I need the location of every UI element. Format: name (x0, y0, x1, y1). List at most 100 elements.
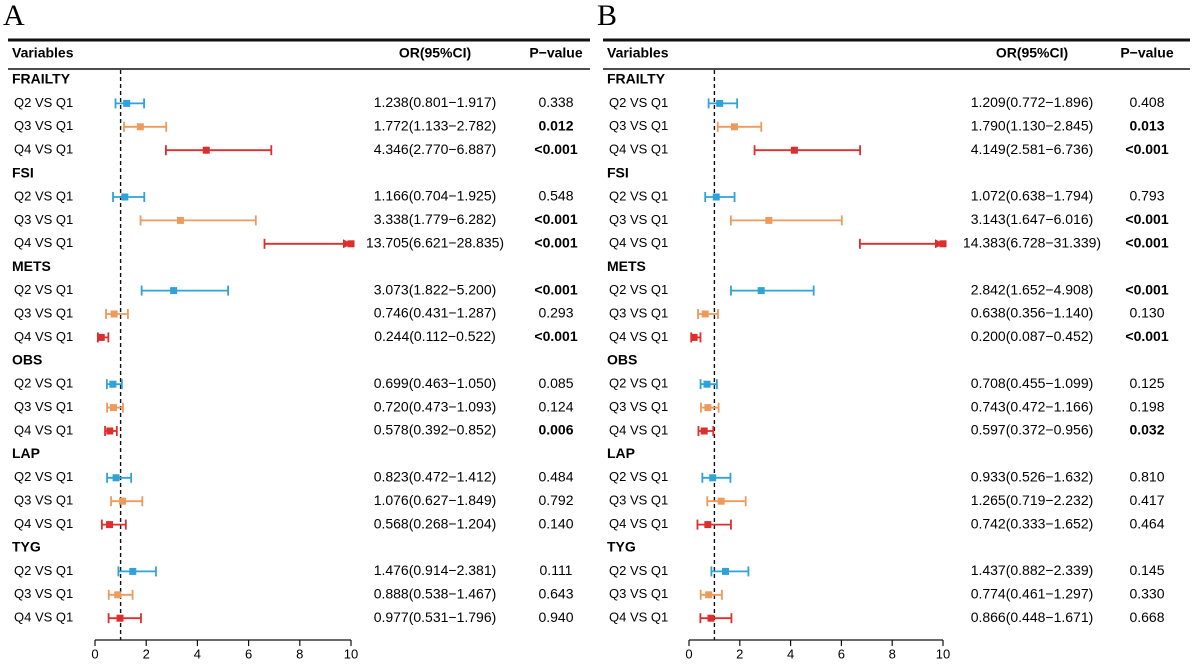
group-label: OBS (607, 352, 637, 368)
row-label: Q4 VS Q1 (609, 142, 668, 157)
p-value: <0.001 (534, 211, 577, 227)
row-label: Q4 VS Q1 (609, 516, 668, 531)
row-label: Q3 VS Q1 (609, 212, 668, 227)
header-or-ci: OR(95%CI) (996, 45, 1068, 61)
row-label: Q2 VS Q1 (14, 563, 73, 578)
p-value: 0.408 (1129, 94, 1164, 110)
or-point (110, 310, 118, 318)
or-point (106, 427, 114, 435)
or-point (704, 521, 712, 529)
row-label: Q2 VS Q1 (14, 282, 73, 297)
p-value: <0.001 (534, 141, 577, 157)
or-point (712, 193, 720, 201)
row-label: Q3 VS Q1 (609, 586, 668, 601)
row-label: Q3 VS Q1 (14, 118, 73, 133)
or-point (123, 99, 131, 107)
p-value: <0.001 (1125, 328, 1168, 344)
group-label: METS (12, 258, 51, 274)
row-label: Q4 VS Q1 (14, 516, 73, 531)
x-tick-label: 10 (344, 646, 358, 661)
header-variables: Variables (12, 45, 74, 61)
p-value: 0.125 (1129, 375, 1164, 391)
or-ci-value: 0.774(0.461−1.297) (971, 586, 1094, 602)
or-ci-value: 3.338(1.779−6.282) (374, 211, 497, 227)
or-ci-value: 1.166(0.704−1.925) (374, 188, 497, 204)
or-ci-value: 0.933(0.526−1.632) (971, 469, 1094, 485)
row-label: Q4 VS Q1 (14, 142, 73, 157)
group-label: FRAILTY (12, 71, 71, 87)
x-tick-label: 4 (787, 646, 794, 661)
p-value: <0.001 (1125, 141, 1168, 157)
row-label: Q3 VS Q1 (609, 118, 668, 133)
group-label: METS (607, 258, 646, 274)
p-value: 0.140 (538, 515, 573, 531)
group-label: FSI (607, 164, 629, 180)
or-ci-value: 0.597(0.372−0.956) (971, 422, 1094, 438)
or-ci-value: 0.720(0.473−1.093) (374, 398, 497, 414)
p-value: 0.668 (1129, 609, 1164, 625)
row-label: Q2 VS Q1 (609, 282, 668, 297)
row-label: Q4 VS Q1 (14, 329, 73, 344)
or-point (703, 380, 711, 388)
or-point (116, 614, 124, 622)
row-label: Q4 VS Q1 (14, 422, 73, 437)
row-label: Q2 VS Q1 (609, 95, 668, 110)
row-label: Q3 VS Q1 (609, 305, 668, 320)
p-value: 0.792 (538, 492, 573, 508)
p-value: 0.145 (1129, 562, 1164, 578)
group-label: FRAILTY (607, 71, 666, 87)
or-point (106, 521, 114, 529)
p-value: 0.012 (538, 118, 573, 134)
row-label: Q3 VS Q1 (14, 305, 73, 320)
p-value: <0.001 (534, 328, 577, 344)
header-p-value: P−value (529, 45, 583, 61)
p-value: 0.085 (538, 375, 573, 391)
p-value: 0.548 (538, 188, 573, 204)
row-label: Q3 VS Q1 (14, 212, 73, 227)
x-tick-label: 6 (245, 646, 252, 661)
or-ci-value: 4.346(2.770−6.887) (374, 141, 497, 157)
row-label: Q4 VS Q1 (609, 329, 668, 344)
x-tick-label: 8 (889, 646, 896, 661)
or-point (112, 474, 120, 482)
row-label: Q2 VS Q1 (14, 95, 73, 110)
row-label: Q2 VS Q1 (14, 188, 73, 203)
row-label: Q2 VS Q1 (609, 188, 668, 203)
or-point (170, 287, 178, 295)
row-label: Q2 VS Q1 (609, 563, 668, 578)
or-point (136, 123, 144, 131)
or-point (129, 567, 137, 575)
or-point (765, 216, 773, 224)
p-value: <0.001 (1125, 281, 1168, 297)
x-tick-label: 2 (736, 646, 743, 661)
row-label: Q3 VS Q1 (609, 399, 668, 414)
panel-letter: A (3, 0, 25, 32)
forest-panel-a: A Variables OR(95%CI) P−value FRAILTY Q2 VS Q… (3, 0, 590, 661)
p-value: 0.810 (1129, 469, 1164, 485)
header-p-value: P−value (1120, 45, 1174, 61)
group-label: LAP (607, 445, 635, 461)
p-value: <0.001 (1125, 211, 1168, 227)
or-point (202, 146, 210, 154)
or-point (97, 333, 105, 341)
or-ci-value: 0.578(0.392−0.852) (374, 422, 497, 438)
or-ci-value: 1.076(0.627−1.849) (374, 492, 497, 508)
row-label: Q4 VS Q1 (14, 610, 73, 625)
or-ci-value: 0.823(0.472−1.412) (374, 469, 497, 485)
or-ci-value: 1.437(0.882−2.339) (971, 562, 1094, 578)
p-value: 0.940 (538, 609, 573, 625)
or-ci-value: 1.265(0.719−2.232) (971, 492, 1094, 508)
p-value: 0.793 (1129, 188, 1164, 204)
p-value: 0.484 (538, 469, 573, 485)
header-variables: Variables (607, 45, 669, 61)
row-label: Q2 VS Q1 (609, 469, 668, 484)
group-label: TYG (12, 539, 41, 555)
or-point (121, 193, 129, 201)
x-tick-label: 10 (936, 646, 950, 661)
or-ci-value: 1.476(0.914−2.381) (374, 562, 497, 578)
or-ci-value: 1.072(0.638−1.794) (971, 188, 1094, 204)
row-label: Q4 VS Q1 (609, 422, 668, 437)
p-value: 0.124 (538, 398, 573, 414)
row-label: Q3 VS Q1 (14, 493, 73, 508)
or-ci-value: 3.073(1.822−5.200) (374, 281, 497, 297)
